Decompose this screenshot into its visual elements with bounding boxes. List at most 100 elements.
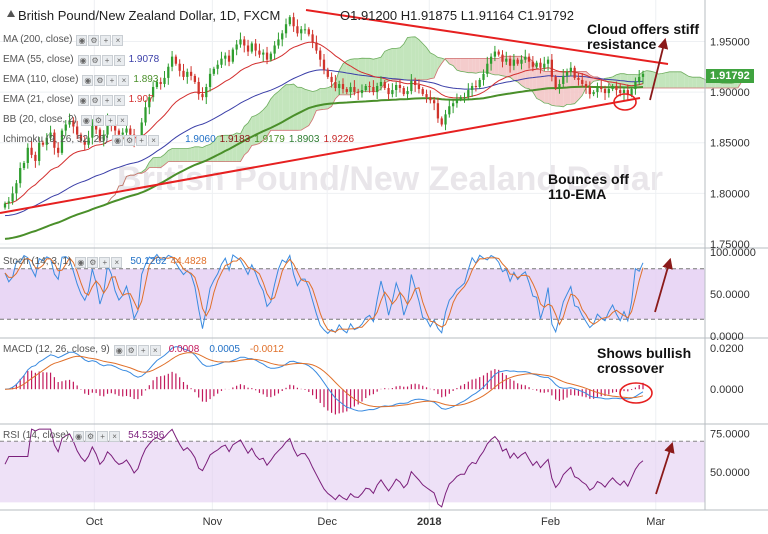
time-tick-label: Mar [646, 516, 665, 528]
stoch-band [0, 268, 705, 320]
candle-body [91, 122, 94, 138]
ichimoku-cloud-segment [316, 88, 321, 111]
ichimoku-cloud-segment [475, 58, 480, 74]
candle-body [615, 86, 618, 91]
legend-bb[interactable]: BB (20, close, 2) ◉ ⚙ + × [3, 114, 128, 126]
legend-stoch[interactable]: Stoch (14, 3, 1) ◉ ⚙ + × 50.1262 44.4828 [3, 256, 207, 268]
add-icon: + [104, 114, 116, 126]
settings-icon: ⚙ [92, 114, 104, 126]
candle-body [474, 86, 478, 88]
candle-body [444, 114, 447, 125]
legend-ema55-label: EMA (55, close) [3, 54, 74, 65]
legend-buttons[interactable]: ◉ ⚙ + × [80, 114, 128, 126]
ichimoku-cloud-segment [149, 157, 154, 168]
ichimoku-cloud-segment [282, 84, 286, 131]
candle-body [254, 43, 257, 51]
ichimoku-value-5: 1.9226 [323, 134, 355, 145]
legend-buttons[interactable]: ◉ ⚙ + × [77, 94, 125, 106]
candle-body [106, 120, 109, 135]
ichimoku-cloud-segment [259, 109, 264, 144]
candle-body [489, 56, 493, 64]
candle-body [296, 26, 299, 34]
ichimoku-cloud-segment [422, 43, 427, 80]
candle-body [349, 87, 352, 93]
candle-body [505, 58, 508, 62]
candle-body [634, 81, 637, 90]
legend-buttons[interactable]: ◉ ⚙ + × [76, 34, 124, 46]
macd-signal-value: -0.0012 [249, 344, 284, 355]
legend-buttons[interactable]: ◉ ⚙ + × [77, 54, 125, 66]
candle-body [26, 147, 29, 163]
ichimoku-cloud-segment [719, 82, 723, 88]
rsi-band [0, 441, 705, 503]
legend-rsi[interactable]: RSI (14, close) ◉ ⚙ + × 54.5396 [3, 430, 164, 442]
macd-signal-line [4, 352, 644, 408]
candle-body [387, 88, 390, 95]
candle-body [208, 73, 212, 88]
settings-icon: ⚙ [88, 34, 100, 46]
settings-icon: ⚙ [125, 344, 137, 356]
candle-body [186, 71, 189, 77]
legend-ema110[interactable]: EMA (110, close) ◉ ⚙ + × 1.893 [3, 74, 158, 86]
candle-body [167, 66, 170, 78]
legend-ichimoku[interactable]: Ichimoku (9, 26, 52, 26) ◉ ⚙ + × 1.9060 1.9… [3, 134, 354, 146]
candle-body [129, 128, 132, 135]
up-arrow-icon [7, 10, 15, 17]
close-icon: × [149, 344, 161, 356]
ichimoku-cloud-segment [536, 67, 541, 101]
ichimoku-cloud-segment [255, 113, 260, 145]
candle-body [15, 183, 18, 194]
ichimoku-cloud-segment [479, 58, 484, 73]
ichimoku-cloud-segment [715, 82, 719, 88]
candle-body [501, 54, 504, 62]
candle-body [470, 86, 474, 91]
settings-icon: ⚙ [85, 430, 97, 442]
candle-body [277, 39, 280, 46]
candle-body [417, 84, 421, 90]
legend-ema55[interactable]: EMA (55, close) ◉ ⚙ + × 1.9078 [3, 54, 159, 66]
candle-body [334, 81, 337, 89]
candle-body [630, 89, 633, 96]
candle-body [573, 67, 576, 78]
ema110-line [4, 85, 644, 240]
ichimoku-cloud-segment [646, 70, 651, 88]
legend-buttons[interactable]: ◉ ⚙ + × [82, 74, 130, 86]
candle-body [303, 29, 307, 31]
ichimoku-cloud-segment [730, 82, 735, 88]
candle-body [155, 81, 159, 88]
ichimoku-cloud-segment [722, 83, 727, 88]
ichimoku-cloud-segment [324, 87, 328, 110]
settings-icon: ⚙ [87, 256, 99, 268]
candle-body [357, 92, 360, 94]
legend-ema21[interactable]: EMA (21, close) ◉ ⚙ + × 1.907 [3, 94, 154, 106]
rsi-line [4, 428, 644, 508]
legend-buttons[interactable]: ◉ ⚙ + × [75, 256, 123, 268]
eye-icon: ◉ [113, 344, 125, 356]
ichimoku-cloud-segment [403, 37, 408, 80]
ichimoku-cloud-segment [381, 51, 385, 89]
candle-body [395, 84, 398, 91]
annotation-overlays [649, 37, 675, 495]
rsi-value: 54.5396 [128, 430, 165, 441]
eye-icon: ◉ [73, 430, 85, 442]
ichimoku-cloud-segment [160, 154, 165, 168]
annotation-bounce-line1: Bounces off [548, 171, 629, 187]
settings-icon: ⚙ [124, 134, 136, 146]
ichimoku-cloud-segment [339, 63, 343, 95]
close-icon: × [113, 54, 125, 66]
legend-buttons[interactable]: ◉ ⚙ + × [73, 430, 121, 442]
legend-buttons[interactable]: ◉ ⚙ + × [112, 134, 160, 146]
candle-body [300, 29, 303, 34]
legend-ma200[interactable]: MA (200, close) ◉ ⚙ + × [3, 34, 124, 46]
candle-body [436, 103, 440, 119]
candle-body [326, 69, 329, 77]
legend-buttons[interactable]: ◉ ⚙ + × [113, 344, 161, 356]
candle-body [288, 17, 291, 25]
macd-tick-label: 0.0200 [710, 343, 744, 355]
legend-macd[interactable]: MACD (12, 26, close, 9) ◉ ⚙ + × 0.0008 0.00… [3, 344, 284, 356]
candle-body [265, 52, 269, 60]
candle-body [402, 88, 405, 95]
candle-body [569, 67, 572, 72]
candle-body [524, 56, 527, 60]
